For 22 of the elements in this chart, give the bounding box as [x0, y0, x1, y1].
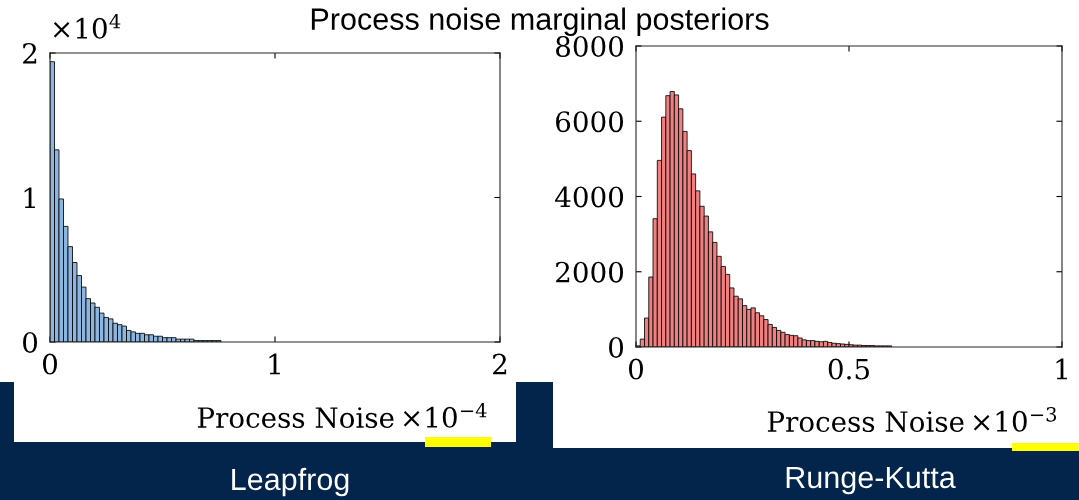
y-tick-label: 2000 [556, 261, 624, 283]
x-tick-label: 1 [1056, 358, 1067, 380]
y-tick-label: 1 [24, 187, 35, 209]
chart-title: Process noise marginal posteriors [311, 7, 769, 36]
x-axis-title: Process Noise [197, 407, 394, 429]
y-tick-label: 0 [23, 331, 38, 353]
text: ×10$^{4}$ [53, 13, 121, 39]
text: ×10$^{−3}$ [973, 406, 1057, 432]
y-tick-label: 4000 [555, 186, 624, 208]
x-tick-label: 0 [42, 353, 57, 375]
y-tick-label: 2 [23, 42, 37, 64]
x-tick-label: 0.5 [828, 358, 869, 380]
x-tick-label: 2 [493, 353, 507, 375]
text: Leapfrog [232, 467, 349, 497]
y-tick-label: 8000 [556, 35, 624, 57]
x-tick-label: 0 [628, 358, 643, 380]
y-tick-label: 0 [609, 336, 624, 358]
text: Runge-Kutta [786, 466, 956, 495]
x-tick-label: 1 [269, 353, 280, 375]
y-tick-label: 6000 [556, 111, 624, 133]
text: ×10$^{−4}$ [403, 402, 487, 428]
x-axis-title: Process Noise [767, 411, 964, 433]
